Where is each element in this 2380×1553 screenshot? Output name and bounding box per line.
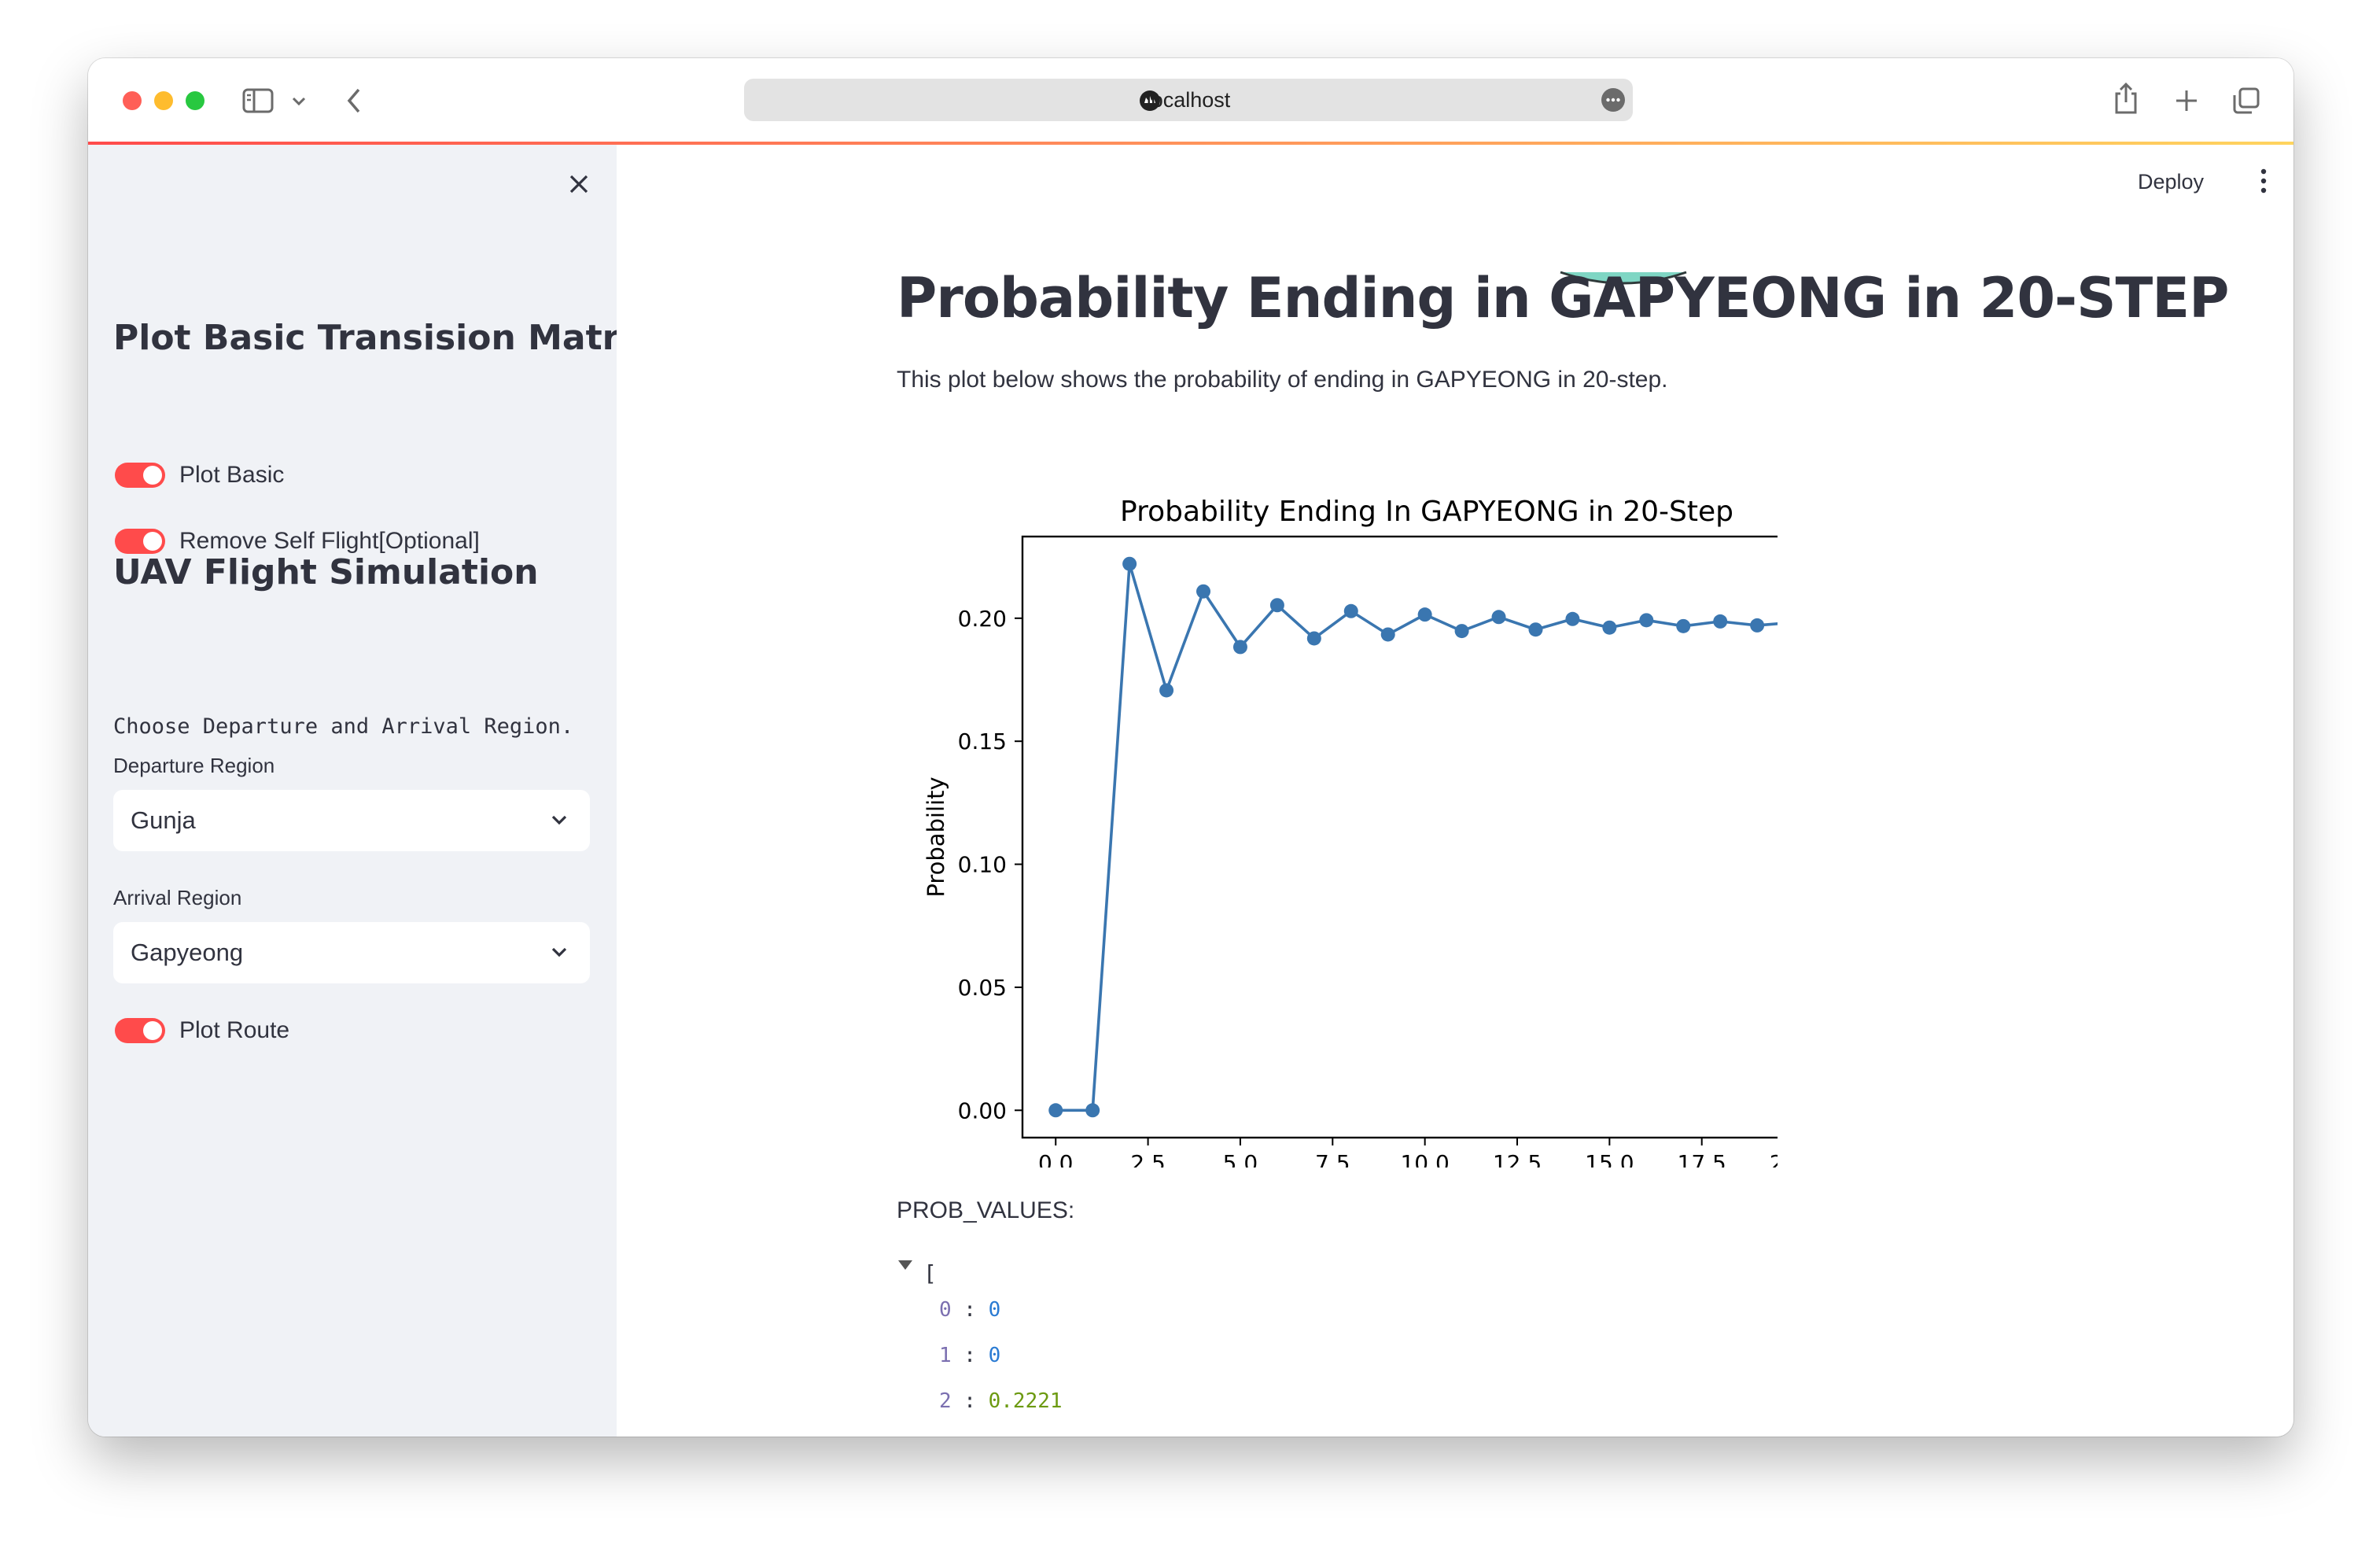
json-key: 2 (939, 1389, 952, 1413)
plot-route-toggle[interactable] (115, 1018, 165, 1043)
departure-region-label: Departure Region (113, 754, 275, 777)
json-open-bracket: [ (923, 1260, 937, 1286)
departure-region-value: Gunja (131, 806, 196, 834)
site-favicon-icon (1140, 90, 1160, 111)
y-tick-label: 0.20 (958, 606, 1007, 632)
more-options-icon[interactable] (1601, 88, 1625, 112)
y-tick-label: 0.05 (958, 975, 1007, 1001)
tab-overview-icon[interactable] (2232, 87, 2260, 115)
json-key: 0 (939, 1298, 952, 1322)
close-window-button[interactable] (123, 91, 142, 110)
data-point (1343, 603, 1358, 618)
remove-self-flight-toggle[interactable] (115, 529, 165, 554)
address-bar[interactable]: localhost (744, 79, 1633, 121)
x-tick-label: 7.5 (1315, 1150, 1350, 1168)
plot-route-label: Plot Route (179, 1017, 290, 1043)
data-point (1196, 584, 1211, 599)
plot-basic-toggle[interactable] (115, 463, 165, 488)
json-value: 0.2221 (988, 1389, 1063, 1413)
data-point (1750, 618, 1765, 633)
x-tick-label: 12.5 (1493, 1150, 1542, 1168)
sidebar-instruction: Choose Departure and Arrival Region. (113, 714, 574, 739)
json-key: 1 (939, 1344, 952, 1367)
data-point (1306, 631, 1321, 646)
data-point (1380, 627, 1395, 642)
json-value: 0 (988, 1344, 1001, 1367)
y-tick-label: 0.00 (958, 1097, 1007, 1123)
scrolled-image-fragment (1560, 271, 1687, 285)
chevron-down-icon (551, 947, 567, 957)
deploy-button[interactable]: Deploy (2138, 170, 2205, 194)
x-tick-label: 15.0 (1585, 1150, 1634, 1168)
data-point (1269, 598, 1284, 613)
chart-svg: Probability Ending In GAPYEONG in 20-Ste… (923, 496, 1833, 1208)
sidebar-heading-uav-simulation: UAV Flight Simulation (113, 552, 539, 592)
url-text: localhost (1146, 88, 1231, 112)
minimize-window-button[interactable] (154, 91, 173, 110)
json-row: 2 : 0.2221 (939, 1389, 1063, 1413)
browser-toolbar: localhost (88, 58, 2293, 142)
x-tick-label: 17.5 (1678, 1150, 1726, 1168)
data-point (1048, 1103, 1063, 1118)
json-row: 1 : 0 (939, 1344, 1000, 1367)
arrival-region-value: Gapyeong (131, 939, 244, 966)
toggle-knob (143, 466, 162, 485)
chevron-down-icon[interactable] (291, 96, 307, 107)
x-tick-label: 20.0 (1770, 1150, 1778, 1168)
prob-values-label: PROB_VALUES: (897, 1197, 1075, 1223)
json-colon: : (951, 1389, 989, 1413)
toggle-knob (143, 532, 162, 551)
page-description: This plot below shows the probability of… (897, 367, 1668, 393)
share-icon[interactable] (2113, 82, 2139, 115)
data-point (1491, 610, 1506, 625)
departure-region-select[interactable]: Gunja (113, 790, 590, 851)
probability-chart: Probability Ending In GAPYEONG in 20-Ste… (897, 459, 1833, 1208)
json-colon: : (951, 1344, 989, 1367)
browser-window: localhost Plot Basic Transision Matrix (88, 58, 2293, 1437)
main-menu-icon[interactable] (2259, 167, 2268, 195)
data-point (1085, 1103, 1100, 1118)
data-point (1159, 683, 1174, 698)
sidebar-heading-plot-basic: Plot Basic Transision Matrix (113, 318, 654, 358)
data-point (1528, 622, 1543, 637)
sidebar: Plot Basic Transision Matrix Plot Basic … (88, 145, 654, 1437)
data-point (1713, 614, 1728, 629)
json-colon: : (951, 1298, 989, 1322)
y-tick-label: 0.10 (958, 852, 1007, 878)
sidebar-toggle-icon[interactable] (242, 88, 274, 113)
remove-self-flight-label: Remove Self Flight[Optional] (179, 528, 480, 554)
collapse-caret-icon[interactable] (897, 1259, 914, 1271)
data-point (1676, 618, 1691, 633)
data-point (1602, 620, 1617, 635)
y-tick-label: 0.15 (958, 729, 1007, 754)
data-point (1454, 624, 1469, 639)
x-tick-label: 10.0 (1400, 1150, 1449, 1168)
plot-basic-label: Plot Basic (179, 462, 285, 488)
chart-title: Probability Ending In GAPYEONG in 20-Ste… (1120, 496, 1733, 528)
x-tick-label: 2.5 (1130, 1150, 1166, 1168)
data-point (1639, 613, 1654, 628)
chevron-down-icon (551, 815, 567, 825)
page-title: Probability Ending in GAPYEONG in 20-STE… (897, 266, 2229, 330)
main-content: Deploy Probability Ending in GAPYEONG in… (617, 145, 2293, 1437)
new-tab-icon[interactable] (2174, 88, 2199, 113)
back-arrow-icon[interactable] (344, 87, 363, 115)
close-sidebar-icon[interactable] (568, 173, 590, 195)
arrival-region-label: Arrival Region (113, 886, 242, 909)
arrival-region-select[interactable]: Gapyeong (113, 922, 590, 983)
plot-frame (1021, 535, 1833, 1139)
data-point (1565, 611, 1580, 626)
data-point (1122, 556, 1137, 571)
toggle-knob (143, 1021, 162, 1040)
json-value: 0 (988, 1298, 1001, 1322)
data-point (1417, 607, 1432, 622)
zoom-window-button[interactable] (186, 91, 204, 110)
header-decoration-bar (88, 142, 2293, 145)
x-tick-label: 5.0 (1223, 1150, 1258, 1168)
json-row: 0 : 0 (939, 1298, 1000, 1322)
data-point (1232, 640, 1247, 655)
y-axis-label: Probability (923, 776, 949, 897)
x-tick-label: 0.0 (1038, 1150, 1074, 1168)
